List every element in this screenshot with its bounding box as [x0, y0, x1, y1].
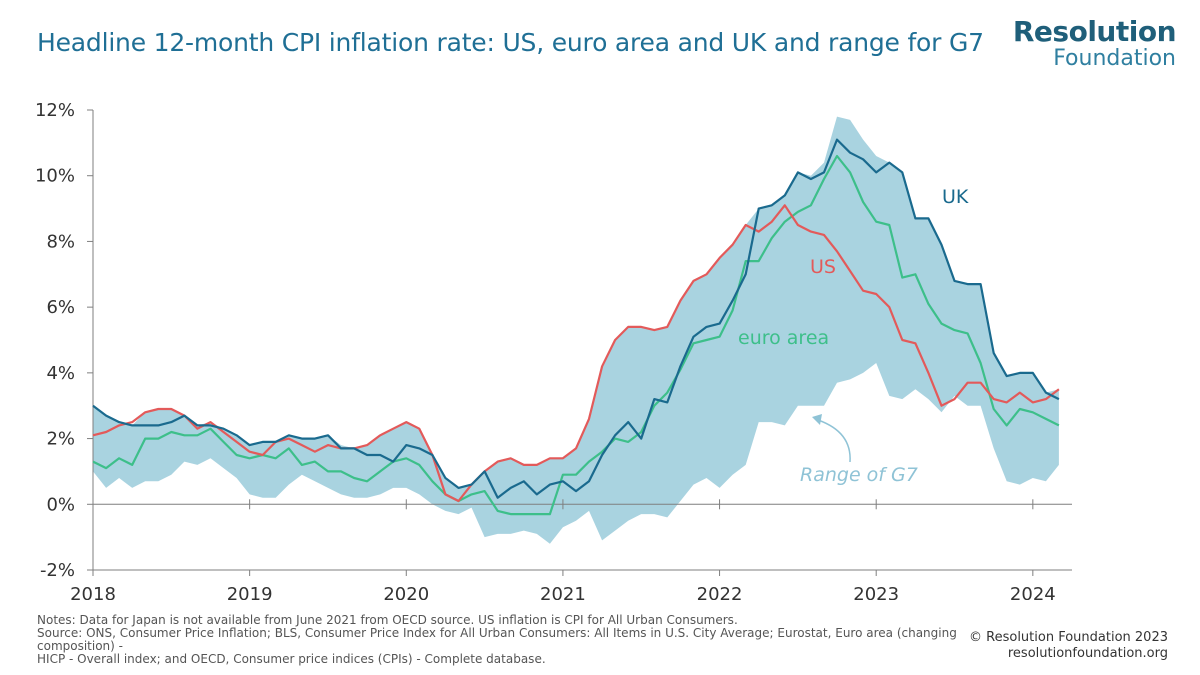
source-text-2: HICP - Overall index; and OECD, Consumer…: [37, 652, 546, 666]
y-tick-label: 10%: [35, 166, 75, 187]
label-us: US: [810, 256, 836, 278]
series-layer: [92, 138, 1060, 516]
g7-range-band: [93, 116, 1059, 544]
label-uk: UK: [942, 186, 969, 208]
range-arrow-head: [812, 414, 822, 425]
x-tick-label: 2021: [540, 584, 586, 600]
chart-footnotes: Notes: Data for Japan is not available f…: [37, 614, 987, 666]
copyright-text: © Resolution Foundation 2023: [969, 630, 1168, 645]
y-tick-label: 6%: [46, 297, 75, 318]
y-tick-label: 12%: [35, 100, 75, 121]
logo-line-2: Foundation: [1053, 46, 1176, 71]
label-euro-area: euro area: [738, 327, 829, 349]
x-tick-label: 2023: [853, 584, 899, 600]
x-tick-label: 2019: [227, 584, 273, 600]
y-tick-label: 8%: [46, 231, 75, 252]
label-range-of-g7: Range of G7: [800, 464, 918, 486]
x-tick-label: 2018: [70, 584, 116, 600]
annotations-layer: UK US euro area Range of G7: [738, 186, 969, 486]
notes-text: Notes: Data for Japan is not available f…: [37, 613, 738, 627]
y-tick-label: 2%: [46, 429, 75, 450]
series-line-euro-area: [92, 154, 1060, 516]
y-tick-label: 4%: [46, 363, 75, 384]
source-text-1: Source: ONS, Consumer Price Inflation; B…: [37, 626, 957, 653]
resolution-foundation-logo: Resolution Foundation: [1012, 15, 1177, 71]
x-tick-label: 2020: [383, 584, 429, 600]
inflation-chart: -2% 0% 2% 4% 6% 8% 10% 12% 2018 2019 2020 2021 2022 2…: [35, 100, 1072, 600]
range-arrow-line: [817, 419, 851, 463]
website-text: resolutionfoundation.org: [1007, 646, 1168, 661]
chart-title: Headline 12-month CPI inflation rate: US…: [37, 28, 984, 57]
series-line-uk: [92, 138, 1060, 499]
axes: -2% 0% 2% 4% 6% 8% 10% 12% 2018 2019 2020 2021 2022 2…: [35, 100, 1072, 600]
x-tick-label: 2022: [697, 584, 743, 600]
y-tick-label: -2%: [40, 560, 75, 581]
series-line-us: [92, 204, 1060, 503]
copyright-block: © Resolution Foundation 2023 resolutionf…: [969, 630, 1168, 662]
x-tick-label: 2024: [1010, 584, 1056, 600]
y-tick-label: 0%: [46, 494, 75, 515]
g7-range-layer: [93, 116, 1059, 544]
logo-line-1: Resolution: [1012, 15, 1177, 48]
